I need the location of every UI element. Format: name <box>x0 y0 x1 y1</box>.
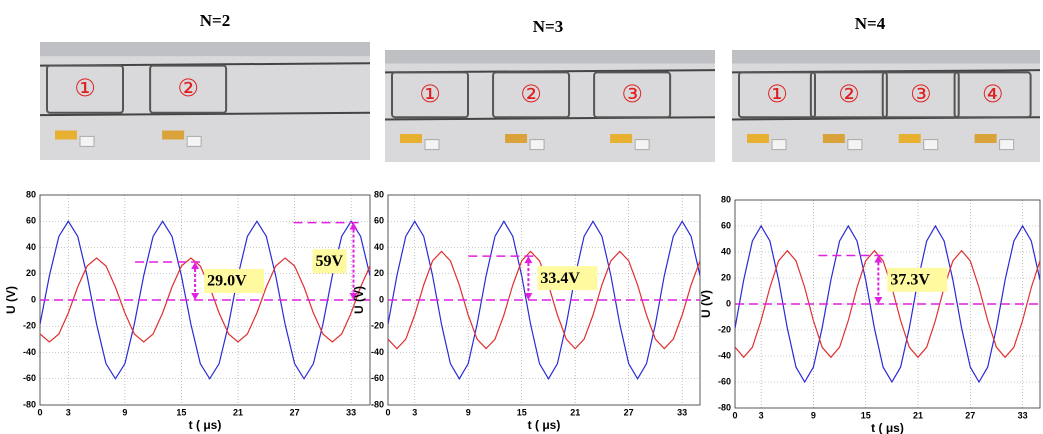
y-axis-label: U (V) <box>699 290 713 318</box>
y-tick-label: -20 <box>718 324 731 334</box>
component <box>505 134 527 143</box>
coil-label: ① <box>74 74 96 102</box>
annotation-label: 33.4V <box>540 270 580 287</box>
x-tick-label: 0 <box>732 410 737 420</box>
y-tick-label: 0 <box>379 294 384 304</box>
x-tick-label: 27 <box>965 410 975 420</box>
y-axis-label: U (V) <box>4 286 18 314</box>
y-tick-label: 60 <box>26 216 36 226</box>
y-tick-label: -20 <box>371 321 384 331</box>
x-tick-label: 15 <box>861 410 871 420</box>
coil-label: ② <box>520 80 542 108</box>
figure: ① ② ① ② ③ ① ② ③ ④ N=2 -80 -60 -40 -20 0 20 40 60 80 0 3 9 15 21… <box>0 0 1043 434</box>
photo-wall <box>385 50 715 63</box>
y-tick-label: -40 <box>718 350 731 360</box>
x-tick-label: 21 <box>913 410 923 420</box>
y-tick-label: 60 <box>374 216 384 226</box>
component <box>772 140 786 150</box>
chart-title: N=3 <box>533 17 563 36</box>
component <box>747 134 769 143</box>
component <box>425 140 439 150</box>
y-tick-label: 40 <box>374 242 384 252</box>
chart-title: N=4 <box>855 14 886 33</box>
component <box>1000 140 1014 150</box>
x-tick-label: 9 <box>122 407 127 417</box>
component <box>975 134 997 143</box>
x-tick-label: 9 <box>466 407 471 417</box>
x-tick-label: 33 <box>677 407 687 417</box>
x-tick-label: 3 <box>66 407 71 417</box>
arrow-head <box>524 256 532 300</box>
coil-label: ① <box>766 80 788 108</box>
coil-label: ① <box>419 80 441 108</box>
x-tick-label: 0 <box>37 407 42 417</box>
photo-wall <box>40 42 370 56</box>
x-tick-label: 9 <box>811 410 816 420</box>
x-tick-label: 27 <box>624 407 634 417</box>
y-tick-label: 20 <box>721 272 731 282</box>
y-tick-label: 80 <box>721 194 731 204</box>
y-tick-label: -60 <box>371 373 384 383</box>
x-tick-label: 21 <box>570 407 580 417</box>
y-tick-label: -80 <box>718 402 731 412</box>
y-tick-label: -40 <box>371 347 384 357</box>
annotation-label: 37.3V <box>890 271 930 288</box>
x-tick-label: 27 <box>290 407 300 417</box>
annotation-label: 29.0V <box>207 273 247 290</box>
y-tick-label: -40 <box>23 347 36 357</box>
coil-label: ④ <box>982 80 1004 108</box>
component <box>162 131 184 140</box>
annotation-label: 59V <box>316 253 344 270</box>
y-tick-label: -80 <box>23 399 36 409</box>
component <box>848 140 862 150</box>
y-axis-label: U (V) <box>352 286 366 314</box>
coil-label: ③ <box>621 80 643 108</box>
component <box>55 131 77 140</box>
y-tick-label: 20 <box>374 268 384 278</box>
y-tick-label: -60 <box>23 373 36 383</box>
coil-label: ② <box>838 80 860 108</box>
component <box>899 134 921 143</box>
y-tick-label: 40 <box>721 246 731 256</box>
x-axis-label: t ( μs) <box>871 421 904 434</box>
x-tick-label: 3 <box>759 410 764 420</box>
component <box>530 140 544 150</box>
x-tick-label: 3 <box>412 407 417 417</box>
x-tick-label: 15 <box>176 407 186 417</box>
component <box>400 134 422 143</box>
component <box>924 140 938 150</box>
x-tick-label: 33 <box>346 407 356 417</box>
component <box>610 134 632 143</box>
component <box>823 134 845 143</box>
y-tick-label: 80 <box>374 189 384 199</box>
y-tick-label: -20 <box>23 321 36 331</box>
y-tick-label: 0 <box>31 294 36 304</box>
component <box>635 140 649 150</box>
coil-label: ③ <box>910 80 932 108</box>
y-tick-label: 40 <box>26 242 36 252</box>
coil-label: ② <box>177 74 199 102</box>
y-tick-label: 80 <box>26 189 36 199</box>
component <box>187 136 201 146</box>
y-tick-label: -80 <box>371 399 384 409</box>
photo-wall <box>732 50 1040 63</box>
x-tick-label: 0 <box>385 407 390 417</box>
x-axis-label: t ( μs) <box>189 418 222 432</box>
x-tick-label: 21 <box>233 407 243 417</box>
x-axis-label: t ( μs) <box>528 418 561 432</box>
x-tick-label: 15 <box>517 407 527 417</box>
chart-title: N=2 <box>200 11 230 30</box>
y-tick-label: -60 <box>718 376 731 386</box>
x-tick-label: 33 <box>1018 410 1028 420</box>
y-tick-label: 20 <box>26 268 36 278</box>
component <box>80 136 94 146</box>
y-tick-label: 60 <box>721 220 731 230</box>
y-tick-label: 0 <box>726 298 731 308</box>
